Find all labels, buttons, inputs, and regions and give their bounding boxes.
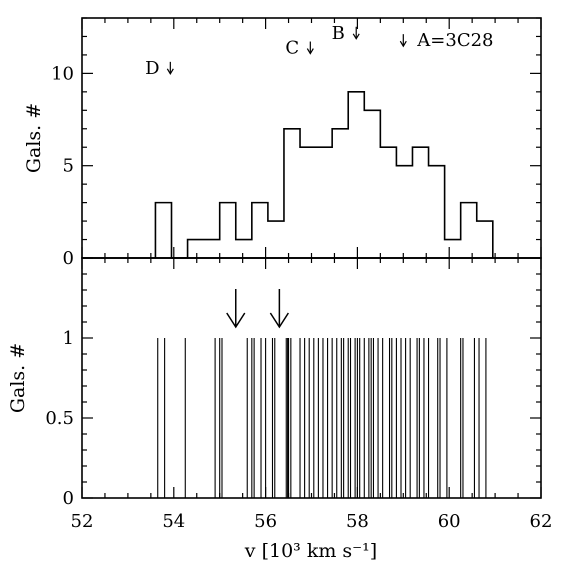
strip-frame <box>81 257 542 499</box>
x-tick-label: 62 <box>530 511 553 532</box>
histogram-y-tick-labels: 0 5 10 <box>51 63 74 269</box>
y-tick-label: 10 <box>51 63 74 84</box>
histogram-y-axis-label: Gals. # <box>23 103 45 173</box>
down-arrow-head <box>226 312 246 329</box>
y-tick-label: 1 <box>63 328 74 349</box>
strip-y-axis-label: Gals. # <box>7 343 29 413</box>
down-arrow-head <box>269 312 290 329</box>
velocity-strip-panel: 00.51 52 54 56 58 60 62 Gals. # v [10³ km s⁻¹… <box>7 257 553 562</box>
annotation-arrow-head <box>166 68 174 76</box>
annotation-label: A=3C28 <box>416 30 493 51</box>
strip-ticks <box>81 257 542 499</box>
down-arrow <box>269 289 290 329</box>
annotation-label: C <box>285 38 299 59</box>
annotation-arrow-head <box>399 40 407 48</box>
x-tick-label: 52 <box>71 511 94 532</box>
galaxy-velocity-lines <box>157 338 487 498</box>
annotation-arrow-head <box>352 33 360 40</box>
annotation-label: B <box>332 23 345 44</box>
histogram-panel: 0 5 10 D C B A=3C28 Gals. # <box>23 17 542 269</box>
x-tick-label: 54 <box>162 511 185 532</box>
down-arrow <box>226 289 246 329</box>
x-axis-label: v [10³ km s⁻¹] <box>244 540 377 562</box>
annotation-d: D <box>145 58 174 79</box>
x-tick-label: 56 <box>254 511 277 532</box>
annotation-arrow-head <box>306 48 314 55</box>
x-tick-label: 58 <box>346 511 369 532</box>
histogram-annotations: D C B A=3C28 <box>145 23 493 79</box>
x-tick-label: 60 <box>438 511 461 532</box>
annotation-c: C <box>285 38 314 59</box>
histogram-ticks <box>81 17 542 259</box>
annotation-b: B <box>332 23 360 44</box>
annotation-a-3c28: A=3C28 <box>399 30 494 51</box>
histogram-frame <box>81 17 542 259</box>
histogram-steps <box>154 91 494 259</box>
y-tick-label: 5 <box>63 156 74 177</box>
x-tick-labels: 52 54 56 58 60 62 <box>71 511 553 532</box>
y-tick-label: 0.5 <box>45 408 74 429</box>
strip-y-tick-labels: 00.51 <box>45 328 74 509</box>
y-tick-label: 0 <box>63 488 74 509</box>
y-tick-label: 0 <box>63 248 74 269</box>
annotation-label: D <box>145 58 159 79</box>
strip-arrows <box>226 289 290 329</box>
